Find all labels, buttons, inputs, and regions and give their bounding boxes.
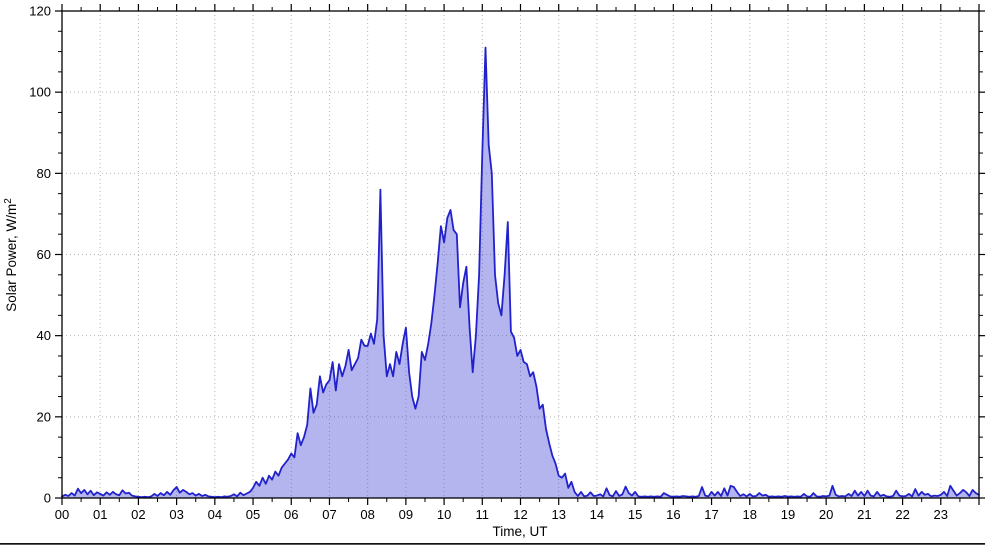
x-tick-label: 05 [246, 507, 260, 522]
x-tick-label: 16 [666, 507, 680, 522]
y-axis-label-text: Solar Power, W/m [4, 204, 19, 312]
x-tick-label: 13 [551, 507, 565, 522]
bottom-divider [0, 543, 985, 545]
y-axis-label: Solar Power, W/m2 [3, 198, 19, 312]
x-tick-label: 04 [208, 507, 222, 522]
y-tick-label: 80 [37, 166, 51, 181]
x-tick-label: 11 [476, 507, 490, 522]
data-series [61, 46, 980, 499]
x-tick-label: 07 [322, 507, 336, 522]
y-tick-label: 40 [37, 328, 51, 343]
x-axis-label: Time, UT [493, 524, 548, 539]
x-tick-label: 17 [704, 507, 718, 522]
x-tick-label: 01 [93, 507, 107, 522]
x-tick-label: 15 [628, 507, 642, 522]
x-tick-label: 00 [55, 507, 69, 522]
x-tick-label: 18 [743, 507, 757, 522]
x-tick-label: 14 [590, 507, 604, 522]
x-tick-label: 02 [131, 507, 145, 522]
x-tick-label: 08 [360, 507, 374, 522]
x-tick-label: 20 [819, 507, 833, 522]
y-axis-label-superscript: 2 [3, 198, 14, 204]
x-tick-label: 09 [399, 507, 413, 522]
x-tick-label: 19 [781, 507, 795, 522]
series-area-fill [62, 47, 979, 498]
x-tick-label: 12 [513, 507, 527, 522]
tick-labels: 00 01 02 03 04 05 06 07 08 09 10 11 12 13 14 15 16 17 18 19… [29, 4, 948, 523]
x-tick-label: 21 [857, 507, 871, 522]
x-tick-label: 06 [284, 507, 298, 522]
gridlines [62, 11, 979, 498]
y-tick-label: 60 [37, 247, 51, 262]
y-tick-label: 20 [37, 409, 51, 424]
x-tick-label: 03 [169, 507, 183, 522]
y-tick-label: 120 [29, 4, 51, 19]
y-tick-label: 0 [44, 491, 51, 506]
axes-and-ticks [55, 4, 985, 505]
x-tick-label: 10 [437, 507, 451, 522]
series-line [61, 46, 980, 499]
y-tick-label: 100 [29, 85, 51, 100]
x-tick-label: 23 [934, 507, 948, 522]
x-tick-label: 22 [895, 507, 909, 522]
